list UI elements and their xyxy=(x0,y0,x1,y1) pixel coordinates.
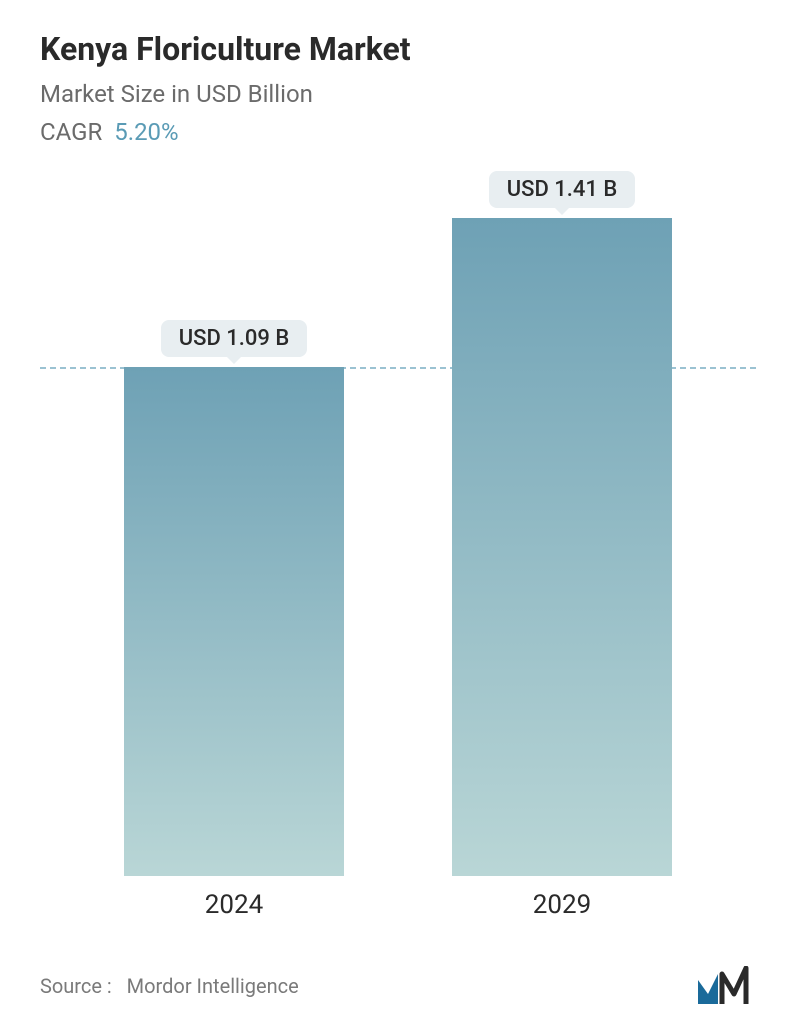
cagr-line: CAGR 5.20% xyxy=(40,118,756,146)
source-text: Source : Mordor Intelligence xyxy=(40,974,299,998)
bar-value-pill: USD 1.41 B xyxy=(489,171,636,208)
bar-wrap-2024: USD 1.09 B 2024 xyxy=(124,320,344,876)
bar-year-label: 2029 xyxy=(533,890,591,920)
bar-year-label: 2024 xyxy=(205,890,263,920)
bar-value-pill: USD 1.09 B xyxy=(161,320,308,357)
source-label: Source : xyxy=(40,974,112,998)
chart-subtitle: Market Size in USD Billion xyxy=(40,80,756,108)
bar-2024 xyxy=(124,367,344,876)
bars-group: USD 1.09 B 2024 USD 1.41 B 2029 xyxy=(40,176,756,876)
footer: Source : Mordor Intelligence xyxy=(40,966,756,1006)
bar-2029 xyxy=(452,218,672,876)
brand-logo-icon xyxy=(696,966,756,1006)
bar-wrap-2029: USD 1.41 B 2029 xyxy=(452,171,672,876)
cagr-label: CAGR xyxy=(40,118,102,146)
cagr-value: 5.20% xyxy=(114,118,178,146)
source-name: Mordor Intelligence xyxy=(127,974,299,998)
chart-container: Kenya Floriculture Market Market Size in… xyxy=(0,0,796,1034)
chart-area: USD 1.09 B 2024 USD 1.41 B 2029 xyxy=(40,176,756,876)
page-title: Kenya Floriculture Market xyxy=(40,30,756,68)
